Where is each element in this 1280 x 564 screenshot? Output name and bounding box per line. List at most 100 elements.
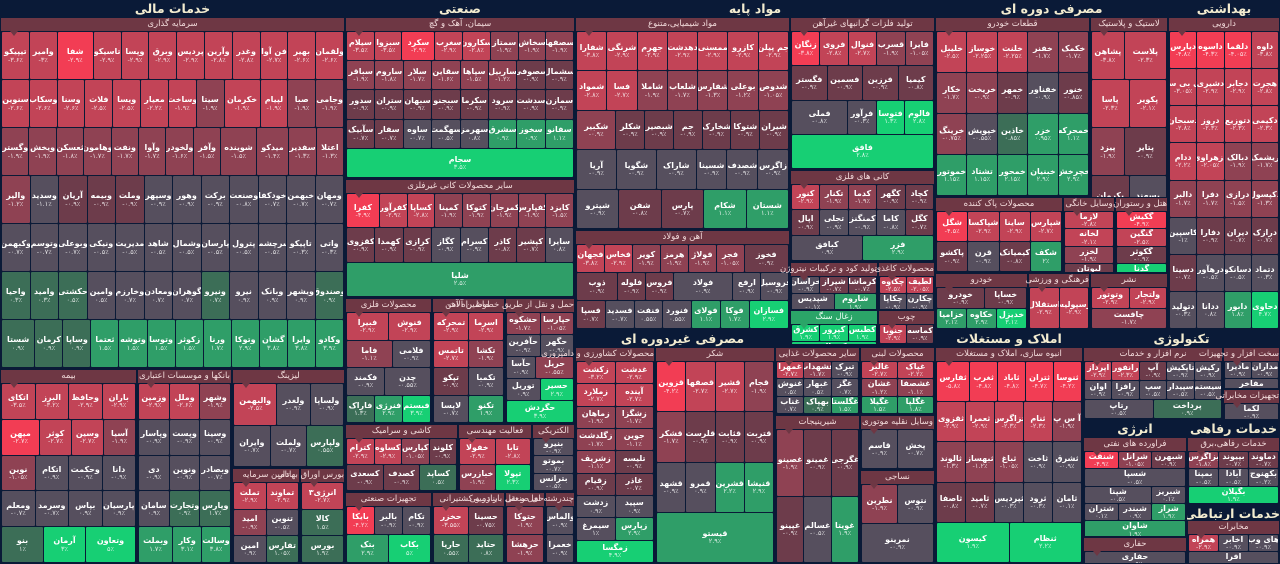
stock-tile[interactable]: خعمرا -۰.۹٪ bbox=[547, 535, 573, 562]
stock-tile[interactable]: ثنوسا -۴.۲٪ bbox=[1054, 362, 1082, 402]
stock-tile[interactable]: چدن -۰.۵۵٪ bbox=[385, 368, 430, 395]
stock-tile[interactable]: خساپا -۰.۹٪ bbox=[985, 288, 1026, 308]
stock-tile[interactable]: کاذر -۰.۸٪ bbox=[488, 228, 517, 262]
stock-tile[interactable]: وتوشه ۱.۵٪ bbox=[119, 320, 147, 367]
stock-tile[interactable]: وکبهمن -۰.۷٪ bbox=[2, 224, 30, 271]
stock-tile[interactable]: لاپسا -۰.۷٪ bbox=[434, 395, 468, 422]
stock-tile[interactable]: دکپسول-۱.۳٪ bbox=[1251, 180, 1278, 217]
subsector-header[interactable]: فرهنگی و ورزشی bbox=[1025, 274, 1089, 292]
stock-tile[interactable]: انرژی۳ -۲.۷٪ bbox=[302, 483, 343, 509]
stock-tile[interactable]: کاما -۰.۸٪ bbox=[877, 210, 905, 235]
stock-tile[interactable]: ثغرب -۴.۸٪ bbox=[970, 362, 998, 402]
stock-tile[interactable]: غگز ۰.۷٪ bbox=[831, 379, 858, 396]
stock-tile[interactable]: سدشت -۰.۹٪ bbox=[517, 90, 545, 119]
stock-tile[interactable]: کساوه -۲.۹٪ bbox=[374, 439, 401, 464]
stock-tile[interactable]: پاکشو -۰.۹٪ bbox=[937, 242, 968, 271]
stock-tile[interactable]: شپدیس -۰.۱٪ bbox=[792, 294, 834, 309]
stock-tile[interactable]: بایکا -۴.۲٪ bbox=[347, 507, 374, 534]
stock-tile[interactable]: ویسا -۲.۵٪ bbox=[113, 80, 141, 127]
stock-tile[interactable]: تکام -۰.۹٪ bbox=[403, 507, 430, 534]
stock-tile[interactable]: غگلستا ۱.۵٪ bbox=[831, 396, 858, 413]
stock-tile[interactable]: شاوان ۱.۹٪ bbox=[1085, 521, 1185, 536]
stock-tile[interactable]: غشصفا -۱.۱٪ bbox=[898, 379, 933, 396]
stock-tile[interactable]: شفارس -۱.۳٪ bbox=[698, 71, 728, 110]
stock-tile[interactable]: البرز -۳.۲٪ bbox=[35, 384, 68, 419]
stock-tile[interactable]: رتاپ -۰.۵٪ bbox=[1085, 400, 1153, 418]
stock-tile[interactable]: ستران -۰.۹٪ bbox=[375, 90, 403, 119]
stock-tile[interactable]: همراه-۲.۹٪ bbox=[1189, 535, 1218, 552]
stock-tile[interactable]: شصدف -۰.۹٪ bbox=[727, 150, 758, 189]
stock-tile[interactable]: پیزد -۱.۹٪ bbox=[1092, 128, 1124, 175]
stock-tile[interactable]: وآفر -۱.۵٪ bbox=[193, 128, 221, 175]
stock-tile[interactable]: ثتران -۴.۷٪ bbox=[1026, 362, 1054, 402]
subsector-header[interactable]: سرمایه گذاری bbox=[1, 18, 344, 36]
stock-tile[interactable]: شاراک -۰.۹٪ bbox=[656, 150, 696, 189]
stock-tile[interactable]: امید -۰.۹٪ bbox=[234, 509, 266, 536]
stock-tile[interactable]: پرسپولیس-۲.۹٪ bbox=[1059, 288, 1088, 328]
stock-tile[interactable]: ونوین -۰.۹٪ bbox=[169, 455, 200, 491]
stock-tile[interactable]: پترول -۰.۵٪ bbox=[230, 224, 258, 271]
stock-tile[interactable]: کمرجان-۱.۹٪ bbox=[490, 194, 518, 228]
stock-tile[interactable]: وحکمت -۰.۹٪ bbox=[69, 455, 102, 491]
stock-tile[interactable]: تملت -۲.۹٪ bbox=[234, 483, 266, 509]
stock-tile[interactable]: گنگین -۲.۵٪ bbox=[1117, 229, 1166, 246]
stock-tile[interactable]: غدشت -۲.۹٪ bbox=[615, 362, 653, 384]
stock-tile[interactable]: زکوثر ۱.۵٪ bbox=[175, 320, 203, 367]
subsector-header[interactable]: تجهیزات مخابراتی bbox=[1215, 390, 1279, 408]
stock-tile[interactable]: تکنار -۱.۹٪ bbox=[820, 185, 848, 210]
stock-tile[interactable]: خمهر -۰.۹٪ bbox=[997, 73, 1028, 113]
stock-tile[interactable]: ولملت -۰.۷٪ bbox=[270, 425, 307, 466]
sector-header-basic-materials[interactable]: مواد پایه bbox=[728, 1, 782, 16]
stock-tile[interactable]: تکشا -۱.۹٪ bbox=[469, 340, 503, 367]
stock-tile[interactable]: گوهران ۰.۷٪ bbox=[173, 272, 201, 319]
stock-tile[interactable]: وپسا -۲.۹٪ bbox=[121, 32, 149, 79]
stock-tile[interactable]: شگویا -۰.۹٪ bbox=[616, 150, 656, 189]
stock-tile[interactable]: چکارن -۰.۹٪ bbox=[907, 294, 933, 309]
stock-tile[interactable]: ثالوند -۱.۳٪ bbox=[937, 442, 965, 482]
stock-tile[interactable]: زکشت -۳.۲٪ bbox=[577, 362, 615, 384]
stock-tile[interactable]: پاسا -۲.۳٪ bbox=[1092, 80, 1129, 127]
stock-tile[interactable]: پتایر -۰.۹٪ bbox=[1124, 128, 1166, 175]
stock-tile[interactable]: فنفت ۰.۵۵٪ bbox=[634, 301, 663, 328]
stock-tile[interactable]: لخزر -۱.۹٪ bbox=[1065, 246, 1113, 263]
stock-tile[interactable]: دسینا -۰.۷٪ bbox=[1170, 254, 1197, 291]
stock-tile[interactable]: کصدف -۰.۹٪ bbox=[383, 465, 420, 490]
stock-tile[interactable]: غبهار ۰.۵٪ bbox=[804, 379, 831, 396]
stock-tile[interactable]: دیران -۰.۷٪ bbox=[1224, 217, 1251, 254]
stock-tile[interactable]: سهرمز ۰.۸٪ bbox=[460, 119, 488, 148]
stock-tile[interactable]: میدکو -۱.۴٪ bbox=[256, 128, 289, 175]
stock-tile[interactable]: تیپیکو -۳.۶٪ bbox=[2, 32, 29, 79]
stock-tile[interactable]: کپشیر -۰.۷٪ bbox=[517, 228, 545, 262]
stock-tile[interactable]: خفولا -۲.۹٪ bbox=[460, 439, 495, 464]
subsector-header[interactable]: سایر محصولات کانی غیرفلزی bbox=[346, 180, 574, 198]
stock-tile[interactable]: فاما -۱.۱٪ bbox=[347, 340, 392, 367]
stock-tile[interactable]: سباقر -۱.۹٪ bbox=[347, 61, 375, 90]
stock-tile[interactable]: ولغدر -۰.۹٪ bbox=[277, 384, 310, 425]
stock-tile[interactable]: سمازن -۰.۹٪ bbox=[545, 90, 573, 119]
stock-tile[interactable]: فبیرا -۲.۹٪ bbox=[347, 313, 388, 340]
stock-tile[interactable]: سکرد -۲.۹٪ bbox=[402, 32, 435, 61]
stock-tile[interactable]: فروی -۲.۸٪ bbox=[820, 32, 848, 66]
stock-tile[interactable]: حپارسا -۱.۰۵٪ bbox=[540, 313, 573, 334]
stock-tile[interactable]: فنوال -۲.۷٪ bbox=[848, 32, 877, 66]
subsector-header[interactable]: آهن و فولاد bbox=[576, 231, 789, 249]
stock-tile[interactable]: باران -۲.۹٪ bbox=[102, 384, 135, 419]
stock-tile[interactable]: ولقمان -۲.۶٪ bbox=[316, 32, 343, 79]
stock-tile[interactable]: خموتور ۱.۱۵٪ bbox=[937, 155, 967, 195]
stock-tile[interactable]: خدیزل ۳.۱٪ bbox=[997, 308, 1026, 328]
stock-tile[interactable]: درهآور -۰.۵٪ bbox=[1197, 254, 1224, 291]
stock-tile[interactable]: پشاهن -۳.۸٪ bbox=[1092, 32, 1124, 79]
stock-tile[interactable]: ونیرو ۰.۷٪ bbox=[201, 272, 229, 319]
stock-tile[interactable]: کی بی سی-۳.۰۵٪ bbox=[1170, 69, 1197, 106]
stock-tile[interactable]: دکیمی -۲.۳٪ bbox=[1251, 106, 1278, 143]
stock-tile[interactable]: نمرینو -۰.۹٪ bbox=[862, 524, 933, 562]
stock-tile[interactable]: کوثر -۲.۷٪ bbox=[40, 419, 71, 455]
stock-tile[interactable]: تاسیکو -۲.۹٪ bbox=[93, 32, 121, 79]
stock-tile[interactable]: شیراز -۰.۷٪ bbox=[820, 277, 848, 294]
stock-tile[interactable]: غویتا ۱.۹٪ bbox=[831, 496, 858, 562]
stock-tile[interactable]: آسیا -۱.۹٪ bbox=[104, 419, 135, 455]
stock-tile[interactable]: شسپا -۰.۵٪ bbox=[1085, 469, 1185, 486]
stock-tile[interactable]: وتوتور -۲.۹٪ bbox=[1092, 288, 1129, 308]
stock-tile[interactable]: خکمک -۱.۷٪ bbox=[1058, 32, 1089, 72]
stock-tile[interactable]: ممسنی -۲.۹٪ bbox=[698, 32, 728, 71]
